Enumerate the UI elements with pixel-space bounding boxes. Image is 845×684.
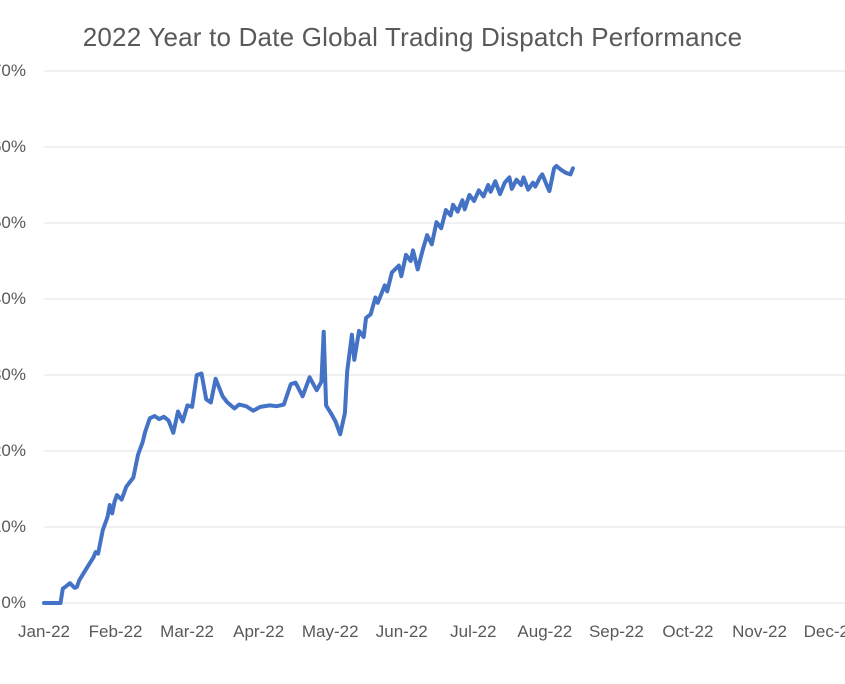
- y-tick-label: 30%: [0, 365, 26, 384]
- gridlines: [44, 70, 845, 604]
- y-tick-label: 20%: [0, 441, 26, 460]
- x-tick-label: Jul-22: [450, 622, 497, 641]
- x-tick-label: Sep-22: [588, 622, 644, 641]
- chart-title: 2022 Year to Date Global Trading Dispatc…: [82, 22, 743, 52]
- x-tick-label: Jan-22: [18, 622, 70, 641]
- x-tick-label: Feb-22: [88, 622, 143, 641]
- y-tick-label: 70%: [0, 61, 26, 80]
- y-tick-label: 10%: [0, 517, 26, 536]
- x-tick-label: Oct-22: [662, 622, 714, 641]
- y-tick-label: 60%: [0, 137, 26, 156]
- x-tick-label: Nov-22: [732, 622, 787, 641]
- x-tick-label: May-22: [301, 622, 359, 641]
- x-tick-label: Apr-22: [233, 622, 285, 641]
- x-tick-label: Aug-22: [517, 622, 573, 641]
- y-tick-label: 40%: [0, 289, 26, 308]
- x-tick-label: Jun-22: [375, 622, 428, 641]
- x-tick-label: Dec-22: [803, 622, 845, 641]
- y-tick-label: 50%: [0, 213, 26, 232]
- data-series: [42, 164, 575, 605]
- x-tick-label: Mar-22: [160, 622, 215, 641]
- y-tick-label: 0%: [1, 593, 26, 612]
- data-line: [42, 164, 575, 605]
